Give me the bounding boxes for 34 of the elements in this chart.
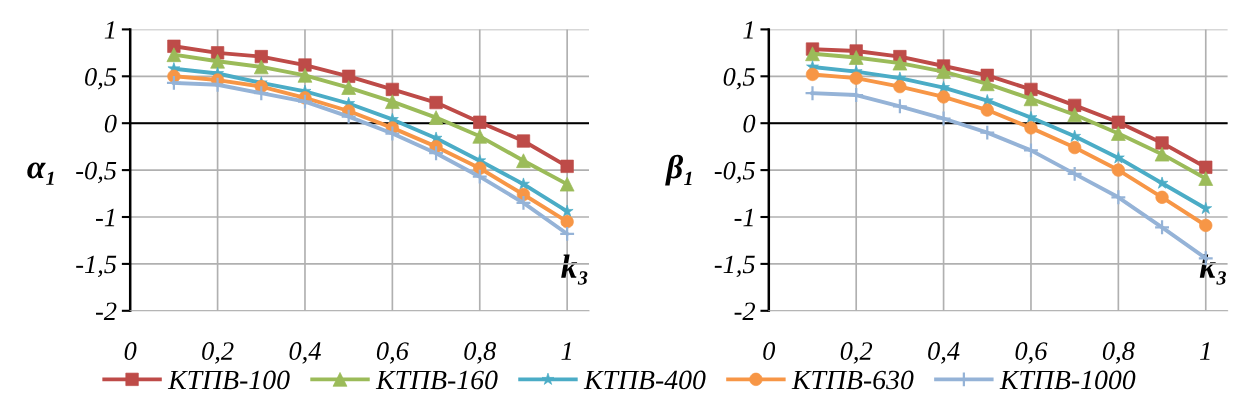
x-tick-label: 0 — [124, 342, 137, 360]
y-tick-label: 0 — [104, 114, 117, 133]
x-tick-label: 0,4 — [928, 342, 960, 364]
y-tick-label: 0 — [743, 114, 756, 133]
x-tick-label: 1 — [561, 342, 571, 360]
x-tick-label: 0,8 — [1102, 342, 1135, 364]
x-tick-label: 0,2 — [202, 342, 234, 364]
y-tick-label: -1,5 — [76, 255, 117, 278]
y-tick-label: -2 — [734, 302, 756, 320]
legend-label: КТПВ-1000 — [999, 370, 1136, 390]
y-tick-label: -1 — [734, 208, 753, 227]
y-tick-label: 1 — [743, 21, 753, 39]
legend-label: КТПВ-160 — [375, 370, 498, 390]
y-axis-title: β₁ — [665, 154, 692, 186]
y-tick-label: 0,5 — [723, 67, 755, 90]
x-tick-label: 0,6 — [1015, 342, 1048, 364]
x-tick-label: 0,6 — [376, 342, 409, 364]
legend-label: КТПВ-630 — [791, 370, 914, 390]
y-tick-label: -2 — [96, 302, 117, 320]
y-tick-label: -0,5 — [714, 161, 755, 184]
y-tick-label: -1,5 — [714, 255, 755, 278]
x-tick-label: 1 — [1200, 342, 1210, 360]
y-tick-label: -0,5 — [76, 161, 117, 184]
x-axis-title: k₃ — [561, 254, 588, 285]
x-tick-label: 0 — [763, 342, 776, 360]
x-tick-label: 0,2 — [840, 342, 873, 364]
y-tick-label: 0,5 — [85, 67, 117, 90]
y-tick-label: -1 — [96, 208, 115, 227]
x-tick-label: 0,4 — [289, 342, 321, 364]
legend-label: КТПВ-400 — [583, 370, 706, 390]
y-axis-title: α₁ — [27, 162, 54, 185]
legend-label: КТПВ-100 — [167, 370, 290, 390]
x-tick-label: 0,8 — [464, 342, 496, 364]
y-tick-label: 1 — [104, 21, 115, 39]
